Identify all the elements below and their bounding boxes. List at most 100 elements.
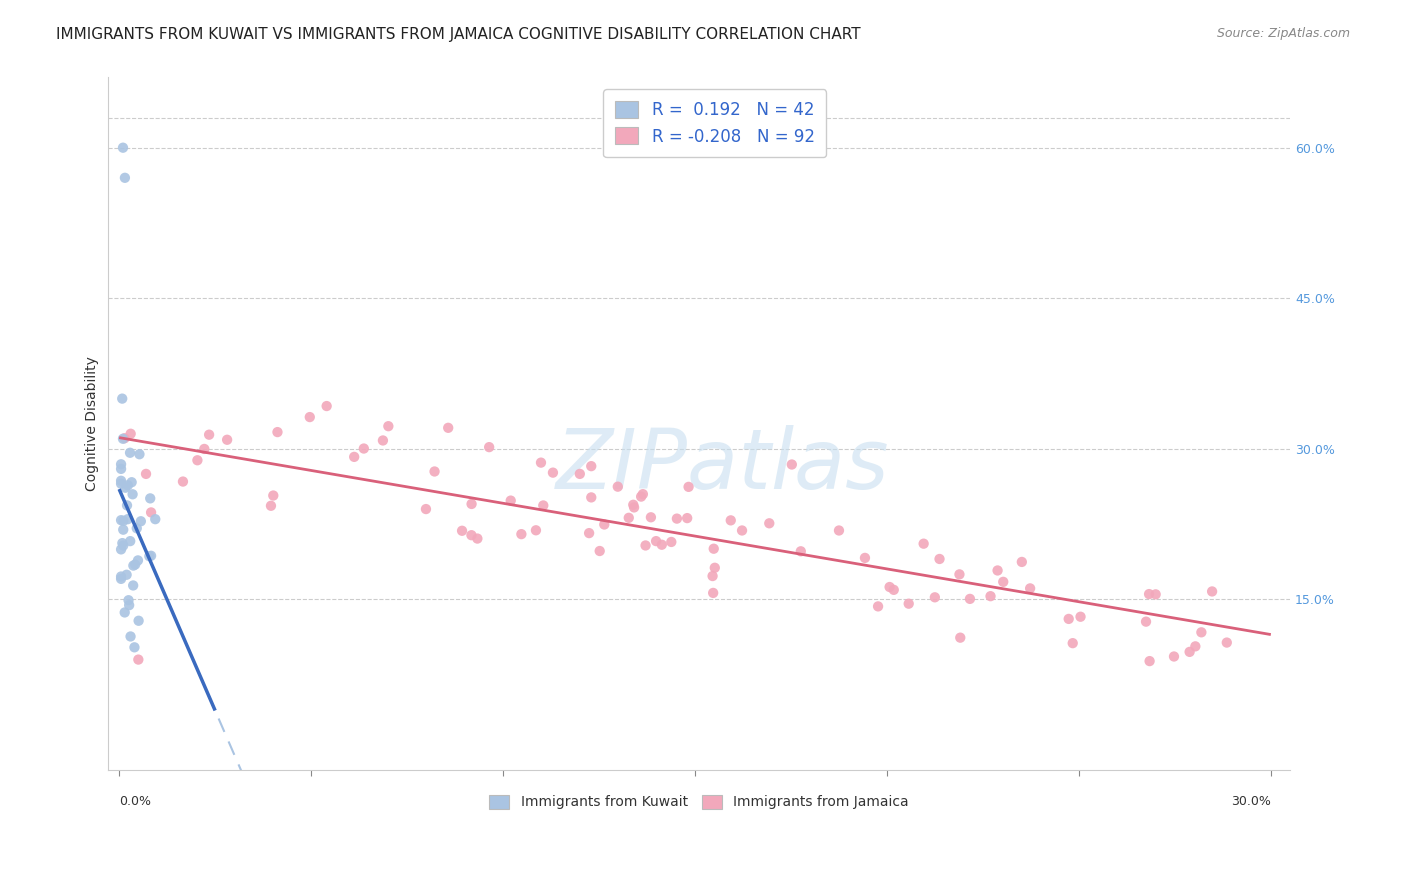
Point — [499, 493, 522, 508]
Point — [110, 542, 132, 557]
Point — [853, 550, 876, 565]
Point — [353, 442, 375, 456]
Point — [118, 446, 141, 460]
Point — [460, 497, 482, 511]
Point — [415, 502, 437, 516]
Point — [720, 513, 742, 527]
Point — [883, 582, 905, 597]
Point — [868, 599, 890, 614]
Point — [912, 537, 935, 551]
Point — [702, 586, 724, 600]
Point — [1184, 640, 1206, 654]
Point — [266, 425, 288, 439]
Point — [112, 523, 135, 537]
Point — [924, 591, 946, 605]
Point — [1070, 609, 1092, 624]
Legend: Immigrants from Kuwait, Immigrants from Jamaica: Immigrants from Kuwait, Immigrants from … — [484, 789, 915, 815]
Point — [117, 593, 139, 607]
Point — [678, 480, 700, 494]
Point — [110, 462, 132, 476]
Point — [676, 511, 699, 525]
Point — [1057, 612, 1080, 626]
Point — [110, 457, 132, 471]
Point — [110, 474, 132, 488]
Point — [110, 476, 132, 491]
Point — [979, 589, 1001, 603]
Point — [897, 597, 920, 611]
Point — [112, 514, 135, 528]
Point — [606, 480, 628, 494]
Point — [115, 499, 138, 513]
Point — [111, 141, 134, 155]
Point — [731, 524, 754, 538]
Point — [121, 487, 143, 501]
Point — [1137, 587, 1160, 601]
Point — [524, 523, 547, 537]
Point — [703, 541, 725, 556]
Point — [631, 487, 654, 501]
Point — [640, 510, 662, 524]
Point — [120, 630, 142, 644]
Point — [780, 458, 803, 472]
Point — [298, 410, 321, 425]
Point — [1178, 645, 1201, 659]
Point — [1216, 635, 1239, 649]
Point — [1019, 582, 1042, 596]
Point — [478, 440, 501, 454]
Point — [193, 442, 215, 456]
Point — [111, 432, 134, 446]
Point — [949, 631, 972, 645]
Point — [634, 539, 657, 553]
Point — [593, 517, 616, 532]
Point — [143, 512, 166, 526]
Point — [110, 513, 132, 527]
Point — [117, 512, 139, 526]
Point — [114, 606, 136, 620]
Point — [121, 475, 143, 490]
Point — [371, 434, 394, 448]
Point — [1163, 649, 1185, 664]
Point — [129, 514, 152, 528]
Point — [172, 475, 194, 489]
Point — [621, 498, 644, 512]
Point — [623, 500, 645, 515]
Y-axis label: Cognitive Disability: Cognitive Disability — [86, 356, 100, 491]
Point — [128, 614, 150, 628]
Point — [451, 524, 474, 538]
Point — [117, 478, 139, 492]
Point — [120, 426, 142, 441]
Point — [758, 516, 780, 531]
Point — [124, 558, 146, 572]
Point — [589, 544, 612, 558]
Point — [118, 598, 141, 612]
Point — [262, 489, 284, 503]
Point — [703, 561, 725, 575]
Point — [110, 569, 132, 583]
Point — [343, 450, 366, 464]
Point — [581, 459, 603, 474]
Point — [111, 392, 134, 406]
Point — [138, 549, 160, 564]
Point — [541, 466, 564, 480]
Point — [114, 481, 136, 495]
Point — [645, 534, 668, 549]
Text: Source: ZipAtlas.com: Source: ZipAtlas.com — [1216, 27, 1350, 40]
Point — [260, 499, 283, 513]
Point — [1144, 587, 1167, 601]
Point — [630, 490, 652, 504]
Text: IMMIGRANTS FROM KUWAIT VS IMMIGRANTS FROM JAMAICA COGNITIVE DISABILITY CORRELATI: IMMIGRANTS FROM KUWAIT VS IMMIGRANTS FRO… — [56, 27, 860, 42]
Point — [122, 578, 145, 592]
Point — [665, 511, 688, 525]
Point — [531, 499, 554, 513]
Point — [139, 549, 162, 563]
Text: ZIPatlas: ZIPatlas — [555, 425, 889, 506]
Point — [139, 505, 162, 519]
Point — [114, 170, 136, 185]
Point — [581, 491, 603, 505]
Point — [111, 536, 134, 550]
Point — [127, 553, 149, 567]
Point — [122, 558, 145, 573]
Point — [1062, 636, 1084, 650]
Point — [114, 431, 136, 445]
Point — [186, 453, 208, 467]
